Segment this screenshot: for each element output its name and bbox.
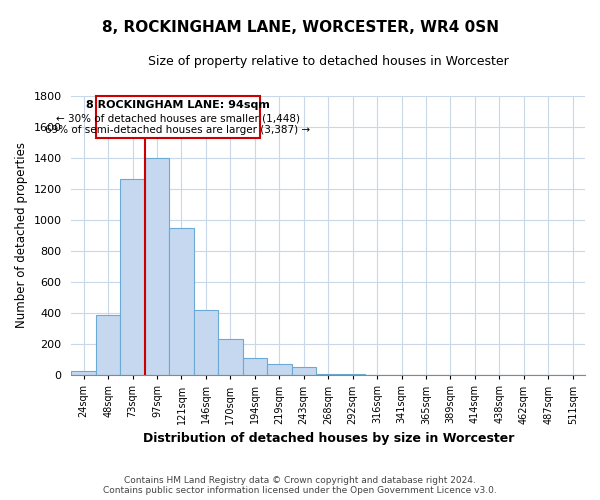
Bar (292, 368, 316, 376)
Bar (316, 374, 340, 376)
Bar (340, 374, 365, 376)
Bar (96, 314, 121, 376)
Text: ← 30% of detached houses are smaller (1,448): ← 30% of detached houses are smaller (1,… (56, 114, 300, 124)
Text: 8, ROCKINGHAM LANE, WORCESTER, WR4 0SN: 8, ROCKINGHAM LANE, WORCESTER, WR4 0SN (101, 20, 499, 35)
Bar (71, 372, 96, 376)
Y-axis label: Number of detached properties: Number of detached properties (15, 142, 28, 328)
X-axis label: Distribution of detached houses by size in Worcester: Distribution of detached houses by size … (143, 432, 514, 445)
Bar (242, 358, 267, 376)
Title: Size of property relative to detached houses in Worcester: Size of property relative to detached ho… (148, 55, 509, 68)
Bar (267, 364, 292, 376)
Bar (194, 310, 218, 376)
FancyBboxPatch shape (97, 96, 260, 138)
Bar (169, 228, 194, 376)
Text: 69% of semi-detached houses are larger (3,387) →: 69% of semi-detached houses are larger (… (46, 125, 311, 135)
Bar (121, 180, 145, 376)
Bar (218, 338, 242, 376)
Bar (145, 158, 169, 376)
Text: 8 ROCKINGHAM LANE: 94sqm: 8 ROCKINGHAM LANE: 94sqm (86, 100, 270, 110)
Text: Contains HM Land Registry data © Crown copyright and database right 2024.
Contai: Contains HM Land Registry data © Crown c… (103, 476, 497, 495)
